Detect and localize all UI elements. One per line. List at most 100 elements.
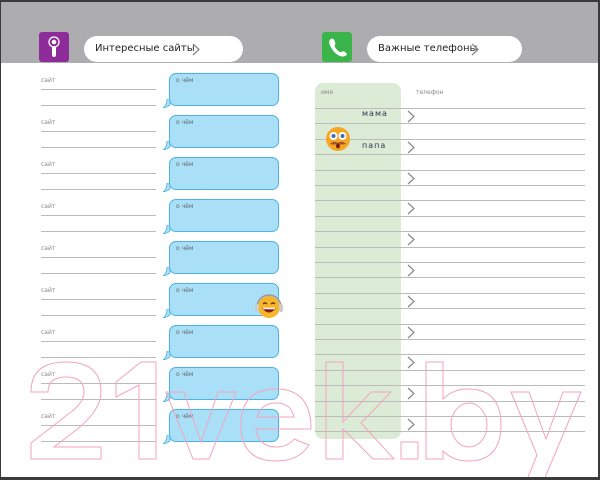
chevron-right-icon — [192, 43, 200, 56]
phone-line[interactable] — [315, 339, 585, 340]
phone-line[interactable] — [315, 400, 585, 402]
bubble-tail — [163, 225, 171, 234]
site-row: сайт о чём — [1, 199, 291, 241]
phone-line[interactable] — [315, 169, 585, 171]
about-label: о чём — [176, 119, 194, 126]
site-line[interactable] — [41, 173, 156, 174]
site-row: сайт о чём — [1, 367, 291, 409]
bubble-tail — [163, 141, 171, 150]
phone-line[interactable] — [315, 138, 585, 140]
site-line[interactable] — [41, 89, 156, 90]
contact-name: папа — [362, 141, 387, 150]
about-label: о чём — [176, 287, 194, 294]
about-bubble[interactable]: о чём — [169, 73, 279, 106]
phone-line[interactable] — [315, 185, 585, 186]
about-bubble[interactable]: о чём — [169, 115, 279, 148]
chevron-right-icon — [407, 356, 415, 369]
chevron-right-icon — [407, 295, 415, 308]
about-label: о чём — [176, 371, 194, 378]
site-line[interactable] — [41, 341, 156, 342]
site-line[interactable] — [41, 383, 156, 384]
chevron-right-icon — [407, 418, 415, 431]
about-bubble[interactable]: о чём — [169, 367, 279, 400]
site-line[interactable] — [41, 131, 156, 132]
phone-line[interactable] — [315, 385, 585, 387]
chevron-right-icon — [407, 264, 415, 277]
site-line[interactable] — [41, 399, 156, 400]
site-line[interactable] — [41, 215, 156, 216]
phone-line[interactable] — [315, 108, 585, 109]
header-bar: Интересные сайты Важные телефоны — [1, 2, 598, 63]
phone-line[interactable] — [315, 354, 585, 356]
site-line[interactable] — [41, 273, 156, 274]
phone-line[interactable] — [315, 323, 585, 325]
site-line[interactable] — [41, 357, 156, 358]
site-row: сайт о чём — [1, 325, 291, 367]
bubble-tail — [163, 183, 171, 192]
about-bubble[interactable]: о чём — [169, 241, 279, 274]
phone-column-header: телефон — [416, 89, 444, 96]
site-label: сайт — [41, 413, 56, 420]
site-line[interactable] — [41, 315, 156, 316]
phone-line[interactable] — [315, 246, 585, 248]
bubble-tail — [163, 351, 171, 360]
interesting-sites-title: Интересные сайты — [84, 36, 243, 62]
phone-line[interactable] — [315, 123, 585, 125]
about-label: о чём — [176, 329, 194, 336]
bubble-tail — [163, 267, 171, 276]
site-row: сайт о чём — [1, 409, 291, 451]
site-line[interactable] — [41, 425, 156, 426]
site-label: сайт — [41, 203, 56, 210]
site-line[interactable] — [41, 257, 156, 258]
site-label: сайт — [41, 77, 56, 84]
info-icon — [39, 32, 69, 62]
about-bubble[interactable]: о чём — [169, 157, 279, 190]
site-line[interactable] — [41, 299, 156, 300]
surprised-emoji-icon — [326, 127, 350, 151]
about-label: о чём — [176, 77, 194, 84]
phone-line[interactable] — [315, 215, 585, 217]
contact-name: мама — [362, 109, 388, 118]
chevron-right-icon — [407, 141, 415, 154]
about-label: о чём — [176, 203, 194, 210]
phone-line[interactable] — [315, 262, 585, 263]
about-bubble[interactable]: о чём — [169, 325, 279, 358]
chevron-right-icon — [407, 172, 415, 185]
about-label: о чём — [176, 161, 194, 168]
about-bubble[interactable]: о чём — [169, 199, 279, 232]
chevron-right-icon — [407, 202, 415, 215]
phone-line[interactable] — [315, 431, 585, 433]
site-line[interactable] — [41, 105, 156, 106]
bubble-tail — [163, 99, 171, 108]
phone-line[interactable] — [315, 154, 585, 156]
section-title: Важные телефоны — [378, 43, 478, 54]
site-row: сайт о чём — [1, 115, 291, 157]
phone-icon — [322, 32, 352, 62]
site-line[interactable] — [41, 231, 156, 232]
phone-line[interactable] — [315, 308, 585, 310]
name-column-header: имя — [321, 89, 334, 96]
site-row: сайт о чём — [1, 241, 291, 283]
site-label: сайт — [41, 371, 56, 378]
phone-line[interactable] — [315, 292, 585, 294]
phone-line[interactable] — [315, 200, 585, 202]
site-label: сайт — [41, 329, 56, 336]
phone-line[interactable] — [315, 369, 585, 371]
site-line[interactable] — [41, 147, 156, 148]
chevron-right-icon — [407, 233, 415, 246]
chevron-right-icon — [407, 110, 415, 123]
site-line[interactable] — [41, 441, 156, 442]
site-row: сайт о чём — [1, 73, 291, 115]
bubble-tail — [163, 309, 171, 318]
about-bubble[interactable]: о чём — [169, 409, 279, 442]
phone-line[interactable] — [315, 277, 585, 279]
about-label: о чём — [176, 413, 194, 420]
site-line[interactable] — [41, 189, 156, 190]
phone-line[interactable] — [315, 231, 585, 233]
phone-line[interactable] — [315, 416, 585, 417]
site-label: сайт — [41, 287, 56, 294]
about-label: о чём — [176, 245, 194, 252]
headphones-emoji-icon — [255, 294, 283, 318]
chevron-right-icon — [407, 326, 415, 339]
